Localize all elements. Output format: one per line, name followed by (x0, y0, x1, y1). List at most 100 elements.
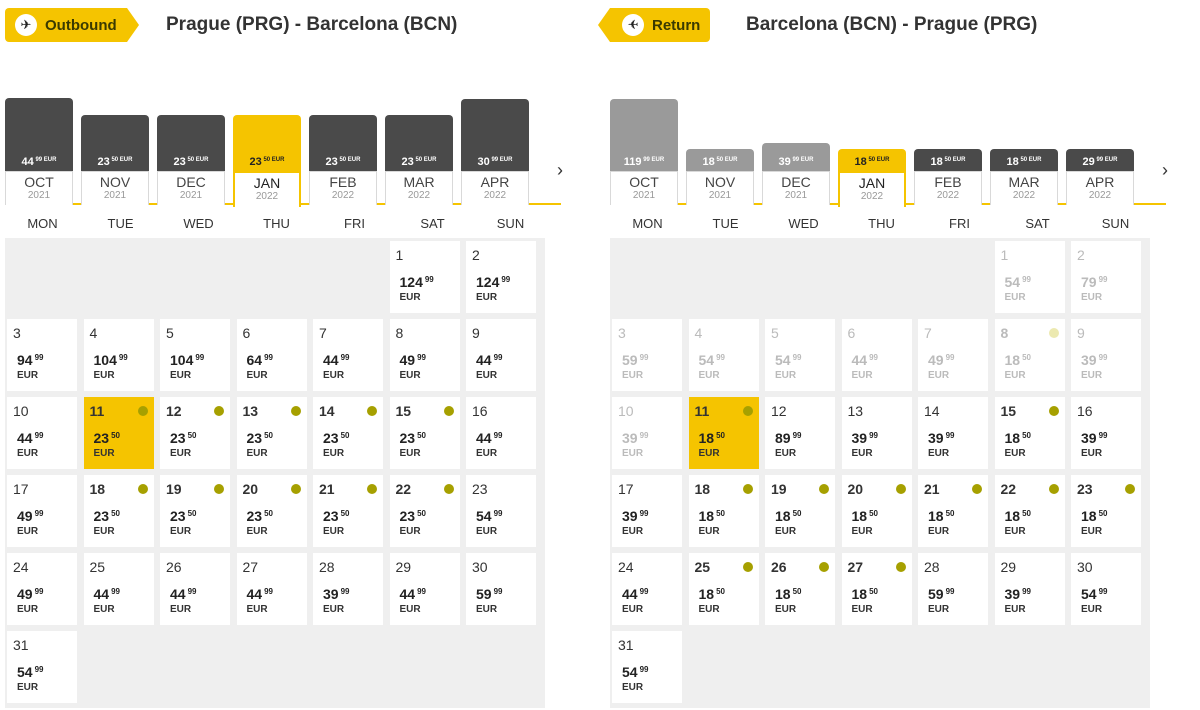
day-cell[interactable]: 25 44 99 EUR (83, 553, 154, 625)
day-currency: EUR (775, 370, 797, 381)
day-cell[interactable]: 12 23 50 EUR (160, 397, 230, 469)
month-tab-mar[interactable]: 23 50 EUR MAR 2022 (385, 62, 453, 205)
day-cell[interactable]: 14 39 99 EUR (918, 397, 988, 469)
day-cell[interactable]: 16 44 99 EUR (466, 397, 536, 469)
day-cell[interactable]: 6 64 99 EUR (236, 319, 307, 391)
month-price: 44 99 EUR (21, 156, 57, 168)
day-cell[interactable]: 20 23 50 EUR (236, 475, 307, 547)
day-price: 59 99 (476, 586, 503, 602)
day-cell[interactable]: 23 18 50 EUR (1071, 475, 1141, 547)
day-currency: EUR (170, 370, 192, 381)
month-tab-oct[interactable]: 119 99 EUR OCT 2021 (610, 62, 678, 205)
month-price: 119 99 EUR (623, 156, 665, 168)
day-currency: EUR (851, 370, 873, 381)
day-cell[interactable]: 2 124 99 EUR (466, 241, 536, 313)
day-currency: EUR (17, 448, 39, 459)
day-cell[interactable]: 5 104 99 EUR (160, 319, 230, 391)
lowest-fare-dot-icon (1048, 406, 1059, 416)
day-cell[interactable]: 18 18 50 EUR (688, 475, 759, 547)
day-cell[interactable]: 9 44 99 EUR (466, 319, 536, 391)
day-cell[interactable]: 31 54 99 EUR (7, 631, 77, 703)
day-cell[interactable]: 8 49 99 EUR (389, 319, 460, 391)
month-tab-feb[interactable]: 18 50 EUR FEB 2022 (914, 62, 982, 205)
day-cell[interactable]: 12 89 99 EUR (765, 397, 835, 469)
day-cell[interactable]: 17 39 99 EUR (612, 475, 682, 547)
day-cell[interactable]: 28 39 99 EUR (313, 553, 383, 625)
month-year: 2022 (1088, 190, 1112, 201)
month-label: OCT 2021 (610, 171, 678, 205)
day-cell[interactable]: 16 39 99 EUR (1071, 397, 1141, 469)
day-cell[interactable]: 24 44 99 EUR (612, 553, 682, 625)
return-weekday-header: MON TUE WED THU FRI SAT SUN (610, 216, 1166, 231)
day-cell[interactable]: 21 18 50 EUR (918, 475, 988, 547)
month-tab-dec[interactable]: 39 99 EUR DEC 2021 (762, 62, 830, 205)
month-price-bar (157, 115, 225, 171)
day-price: 23 50 (323, 430, 350, 446)
month-name: APR (1085, 174, 1115, 190)
day-cell[interactable]: 26 44 99 EUR (160, 553, 230, 625)
month-tab-apr[interactable]: 29 99 EUR APR 2022 (1066, 62, 1134, 205)
month-tab-nov[interactable]: 23 50 EUR NOV 2021 (81, 62, 149, 205)
day-number: 11 (89, 403, 105, 419)
day-cell[interactable]: 29 44 99 EUR (389, 553, 460, 625)
lowest-fare-dot-icon (367, 484, 377, 494)
day-cell[interactable]: 24 49 99 EUR (7, 553, 77, 625)
month-tab-mar[interactable]: 18 50 EUR MAR 2022 (990, 62, 1058, 205)
day-cell[interactable]: 4 104 99 EUR (83, 319, 154, 391)
month-price: 29 99 EUR (1082, 156, 1118, 168)
day-cell[interactable]: 23 54 99 EUR (466, 475, 536, 547)
month-year: 2021 (103, 190, 127, 201)
day-cell[interactable]: 22 18 50 EUR (994, 475, 1065, 547)
day-cell[interactable]: 27 18 50 EUR (841, 553, 912, 625)
day-price: 39 99 (928, 430, 955, 446)
day-currency: EUR (1081, 292, 1103, 303)
month-tab-nov[interactable]: 18 50 EUR NOV 2021 (686, 62, 754, 205)
day-cell[interactable]: 20 18 50 EUR (841, 475, 912, 547)
day-cell[interactable]: 15 18 50 EUR (994, 397, 1065, 469)
day-currency: EUR (698, 448, 720, 459)
day-cell[interactable]: 7 44 99 EUR (313, 319, 383, 391)
day-cell[interactable]: 11 18 50 EUR (688, 397, 759, 469)
month-tab-dec[interactable]: 23 50 EUR DEC 2021 (157, 62, 225, 205)
chevron-right-icon[interactable]: › (557, 160, 563, 180)
month-tab-oct[interactable]: 44 99 EUR OCT 2021 (5, 62, 73, 205)
day-number: 12 (166, 403, 182, 419)
month-price: 23 50 EUR (173, 156, 209, 168)
day-cell[interactable]: 13 23 50 EUR (236, 397, 307, 469)
day-cell[interactable]: 25 18 50 EUR (688, 553, 759, 625)
month-tab-jan[interactable]: 23 50 EUR JAN 2022 (233, 62, 301, 207)
day-cell: 10 39 99 EUR (612, 397, 682, 469)
month-tab-apr[interactable]: 30 99 EUR APR 2022 (461, 62, 529, 205)
day-cell[interactable]: 18 23 50 EUR (83, 475, 154, 547)
day-cell[interactable]: 22 23 50 EUR (389, 475, 460, 547)
day-cell[interactable]: 17 49 99 EUR (7, 475, 77, 547)
day-cell[interactable]: 19 18 50 EUR (765, 475, 835, 547)
chevron-right-icon[interactable]: › (1162, 160, 1168, 180)
month-price-bar (385, 115, 453, 171)
day-cell[interactable]: 15 23 50 EUR (389, 397, 460, 469)
day-cell[interactable]: 30 59 99 EUR (466, 553, 536, 625)
day-cell[interactable]: 1 124 99 EUR (389, 241, 460, 313)
month-tab-jan[interactable]: 18 50 EUR JAN 2022 (838, 62, 906, 207)
day-cell[interactable]: 10 44 99 EUR (7, 397, 77, 469)
day-price: 89 99 (775, 430, 802, 446)
day-cell[interactable]: 29 39 99 EUR (994, 553, 1065, 625)
day-price: 39 99 (1081, 430, 1108, 446)
day-cell[interactable]: 28 59 99 EUR (918, 553, 988, 625)
month-tab-feb[interactable]: 23 50 EUR FEB 2022 (309, 62, 377, 205)
day-cell[interactable]: 11 23 50 EUR (83, 397, 154, 469)
day-cell[interactable]: 27 44 99 EUR (236, 553, 307, 625)
day-currency: EUR (17, 526, 39, 537)
day-cell[interactable]: 14 23 50 EUR (313, 397, 383, 469)
day-number: 3 (13, 325, 21, 341)
day-cell[interactable]: 31 54 99 EUR (612, 631, 682, 703)
day-cell[interactable]: 21 23 50 EUR (313, 475, 383, 547)
day-price: 44 99 (323, 352, 350, 368)
day-currency: EUR (170, 526, 192, 537)
day-cell[interactable]: 3 94 99 EUR (7, 319, 77, 391)
day-cell[interactable]: 30 54 99 EUR (1071, 553, 1141, 625)
day-cell[interactable]: 19 23 50 EUR (160, 475, 230, 547)
day-cell[interactable]: 26 18 50 EUR (765, 553, 835, 625)
day-cell[interactable]: 13 39 99 EUR (841, 397, 912, 469)
month-name: NOV (99, 174, 131, 190)
